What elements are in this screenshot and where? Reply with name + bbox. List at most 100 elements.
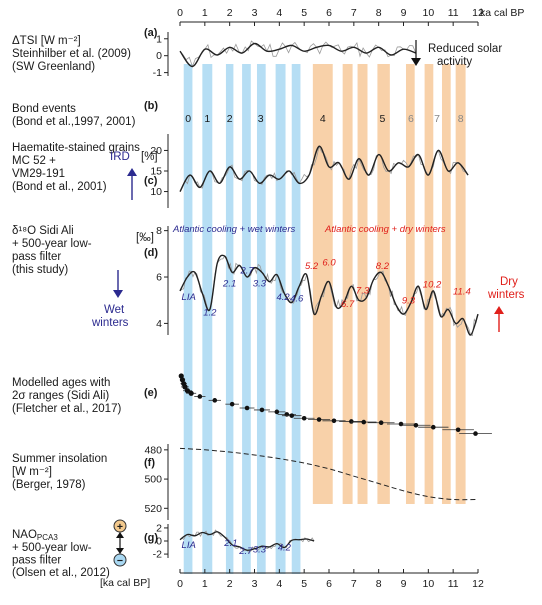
age-point [182,384,188,390]
panel-g-yaxis-tick-label: -2 [153,549,162,561]
bond-event-label: 3 [258,113,264,125]
panel-d-event-label: 7.3 [356,285,370,296]
bottom-tick-label: 6 [326,578,332,590]
panel-g-label-sub: PCA3 [37,533,58,542]
panel-g-event-label: LIA [182,540,196,551]
bottom-tick-label: 8 [376,578,382,590]
reduced-solar-arrow-head [411,58,421,66]
dry-band [424,64,434,504]
panel-a-yaxis-tick-label: -1 [153,67,162,79]
age-point [473,431,478,436]
wet-band [242,64,251,574]
age-point [361,419,367,425]
panel-a-label: ΔTSI [W m⁻²] [12,35,81,47]
wet-band-title: Atlantic cooling + wet winters [172,224,295,235]
reduced-solar-note: activity [437,56,472,68]
wet-band [275,64,286,574]
panel-d-event-label: 8.2 [376,261,390,272]
nao-arrow-down [116,548,124,554]
bottom-tick-label: 5 [301,578,307,590]
bond-event-label: 7 [434,113,440,125]
bond-event-label: 2 [227,113,233,125]
age-point [331,418,337,424]
panel-f-label: (Berger, 1978) [12,479,86,491]
panel-g-nao: NAOPCA3+ 500-year low-pass filter(Olsen … [12,519,315,579]
nao-arrow-up [116,532,124,538]
top-tick-label: 5 [301,7,307,19]
panel-d-event-label: 6.7 [341,299,355,310]
panel-d-event-label: 1.2 [203,307,217,318]
panel-c-label: MC 52 + [12,155,56,167]
panel-e-label: (Fletcher et al., 2017) [12,403,121,415]
panel-g-event-label: 4.2 [278,542,292,553]
panel-g-yaxis-tick-label: 0 [156,536,162,548]
age-point [244,405,250,411]
dry-band [357,64,368,504]
panel-a-raw-series [179,40,417,68]
bond-event-label: 1 [204,113,210,125]
panel-c-label: Haematite-stained grains [12,142,140,154]
event-bands [183,64,466,574]
panel-d-yaxis-tick-label: 4 [156,318,162,330]
bottom-tick-label: 2 [227,578,233,590]
bottom-tick-label: 12 [472,578,484,590]
wet-band [291,64,301,574]
panel-d-d18o: δ¹⁸O Sidi Ali+ 500-year low-pass filter(… [12,224,525,337]
dry-band [455,64,466,504]
panel-d-event-label: 5.2 [305,261,319,272]
panel-g-label: (Olsen et al., 2012) [12,567,110,579]
top-tick-label: 1 [202,7,208,19]
panel-d-event-label: 6.0 [322,257,336,268]
panel-c-label: VM29-191 [12,168,65,180]
top-axis: 0 1 2 3 4 5 6 7 8 9 10 11 12 ka cal BP [177,7,524,26]
dry-band [405,64,415,504]
panel-f-insolation: Summer insolation[W m⁻²](Berger, 1978) 48… [12,444,479,520]
panel-g-event-label: 2.1 [223,538,237,549]
panel-d-event-label: 11.4 [453,286,471,297]
panel-letter-f: (f) [144,457,155,469]
dry-winters-note: winters [487,289,525,301]
panel-c-ird-label: IRD [110,151,130,163]
age-point [455,427,461,433]
panel-g-label: NAOPCA3 [12,529,58,542]
age-point [289,413,295,418]
panel-c-smooth-series [179,145,469,192]
panel-f-label: [W m⁻²] [12,466,52,478]
panel-d-event-label: 4.2 [276,292,290,303]
panel-d-event-label: 10.2 [423,279,442,290]
dry-band [342,64,353,504]
panel-g-smooth-series [179,531,315,551]
age-point [259,407,265,413]
age-point [212,398,218,403]
panel-d-smooth-series [179,254,479,336]
top-tick-label: 0 [177,7,183,19]
panel-g-event-label: 2.7 [238,546,253,557]
bond-event-label: 8 [458,113,464,125]
panel-e-label: Modelled ages with [12,377,110,389]
panel-f-yaxis-tick-label: 480 [144,444,162,456]
panel-b-label: Bond events [12,103,76,115]
top-tick-label: 11 [448,7,459,19]
bond-event-label: 5 [379,113,385,125]
panel-c-yaxis-tick-label: 10 [150,186,162,198]
age-point [188,390,194,396]
panel-d-event-label: 2.7 [239,266,254,277]
panel-d-label: δ¹⁸O Sidi Ali [12,225,74,237]
bond-event-label: 4 [320,113,326,125]
panel-a-tsi: ΔTSI [W m⁻²]Steinhilber et al. (2009)(SW… [12,32,502,79]
panel-d-label: (this study) [12,264,68,276]
panel-d-label: pass filter [12,251,61,263]
wet-band [256,64,266,574]
dry-band-title: Atlantic cooling + dry winters [324,224,446,235]
top-tick-label: 10 [422,7,434,19]
bottom-tick-label: 10 [422,578,434,590]
age-point [413,422,419,428]
bottom-tick-label: 7 [351,578,357,590]
dry-band [441,64,451,504]
panel-f-yaxis-tick-label: 500 [144,474,162,486]
panel-d-yaxis-tick-label: 8 [156,225,162,237]
panel-a-label: Steinhilber et al. (2009) [12,48,131,60]
